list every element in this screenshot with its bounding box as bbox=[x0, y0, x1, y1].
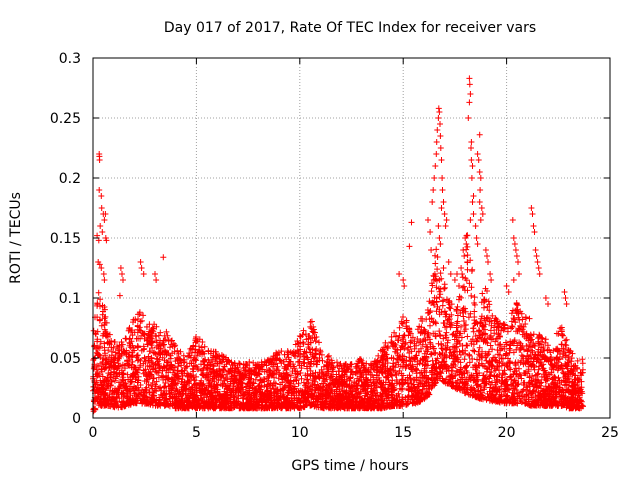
grid bbox=[93, 58, 610, 418]
x-axis-label: GPS time / hours bbox=[291, 458, 408, 474]
y-tick-labels: 0 0.05 0.1 0.15 0.2 0.25 0.3 bbox=[50, 51, 81, 427]
x-tick-label: 20 bbox=[498, 425, 516, 441]
x-tick-label: 25 bbox=[601, 425, 619, 441]
y-axis-label: ROTI / TECUs bbox=[8, 192, 24, 284]
x-tick-label: 0 bbox=[89, 425, 98, 441]
roti-points bbox=[90, 75, 586, 415]
data-points bbox=[90, 75, 586, 415]
chart-title: Day 017 of 2017, Rate Of TEC Index for r… bbox=[164, 20, 536, 36]
x-tick-label: 5 bbox=[192, 425, 201, 441]
y-tick-label: 0.3 bbox=[59, 51, 81, 67]
x-tick-label: 10 bbox=[291, 425, 309, 441]
y-tick-label: 0.05 bbox=[50, 351, 81, 367]
y-tick-label: 0.25 bbox=[50, 111, 81, 127]
y-tick-label: 0.15 bbox=[50, 231, 81, 247]
y-tick-label: 0.2 bbox=[59, 171, 81, 187]
axis-ticks bbox=[92, 57, 611, 419]
y-tick-label: 0 bbox=[72, 411, 81, 427]
y-tick-label: 0.1 bbox=[59, 291, 81, 307]
x-tick-label: 15 bbox=[394, 425, 412, 441]
x-tick-labels: 0 5 10 15 20 25 bbox=[89, 425, 619, 441]
